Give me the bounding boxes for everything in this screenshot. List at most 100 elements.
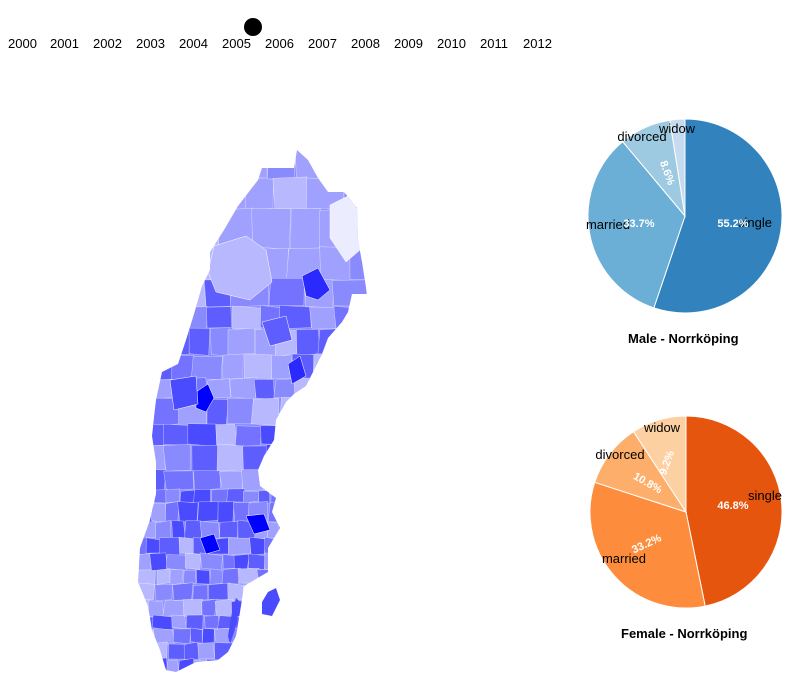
municipality[interactable]	[227, 327, 255, 356]
municipality[interactable]	[264, 657, 286, 676]
municipality[interactable]	[153, 353, 174, 381]
municipality[interactable]	[293, 582, 316, 602]
municipality[interactable]	[282, 554, 303, 571]
municipality[interactable]	[225, 660, 248, 678]
municipality[interactable]	[190, 627, 203, 644]
municipality[interactable]	[329, 615, 351, 629]
municipality[interactable]	[345, 522, 366, 540]
sweden-municipality-map[interactable]	[130, 140, 390, 680]
municipality[interactable]	[221, 567, 241, 585]
municipality[interactable]	[227, 537, 252, 556]
municipality[interactable]	[165, 554, 189, 571]
municipality[interactable]	[317, 554, 336, 571]
municipality[interactable]	[199, 552, 224, 571]
municipality[interactable]	[341, 642, 362, 660]
municipality[interactable]	[251, 208, 292, 250]
municipality[interactable]	[331, 279, 367, 307]
municipality[interactable]	[356, 327, 382, 355]
year-2004[interactable]: 2004	[179, 36, 208, 51]
municipality[interactable]	[359, 643, 378, 661]
municipality[interactable]	[338, 443, 361, 473]
municipality[interactable]	[182, 599, 203, 618]
municipality[interactable]	[330, 424, 358, 447]
municipality[interactable]	[134, 469, 167, 492]
municipality[interactable]	[325, 583, 345, 601]
municipality[interactable]	[279, 642, 295, 660]
year-2010[interactable]: 2010	[437, 36, 466, 51]
municipality[interactable]	[350, 488, 369, 505]
municipality[interactable]	[263, 471, 285, 492]
municipality[interactable]	[136, 570, 156, 585]
year-2003[interactable]: 2003	[136, 36, 165, 51]
municipality[interactable]	[324, 397, 355, 427]
municipality[interactable]	[172, 628, 192, 645]
municipality[interactable]	[347, 377, 371, 400]
municipality[interactable]	[290, 208, 322, 250]
municipality[interactable]	[365, 501, 381, 523]
municipality[interactable]	[313, 443, 342, 473]
municipality[interactable]	[134, 658, 150, 678]
municipality[interactable]	[309, 425, 332, 446]
municipality[interactable]	[287, 355, 307, 385]
municipality[interactable]	[326, 501, 343, 524]
municipality[interactable]	[135, 354, 155, 381]
municipality[interactable]	[260, 627, 282, 643]
municipality[interactable]	[154, 584, 173, 601]
year-2006[interactable]: 2006	[265, 36, 294, 51]
municipality[interactable]	[353, 396, 379, 426]
municipality[interactable]	[195, 383, 215, 413]
municipality[interactable]	[250, 397, 280, 426]
municipality[interactable]	[342, 567, 358, 584]
municipality[interactable]	[303, 489, 318, 503]
municipality[interactable]	[135, 582, 155, 601]
municipality[interactable]	[239, 676, 252, 680]
municipality[interactable]	[222, 353, 244, 380]
municipality[interactable]	[249, 536, 266, 556]
municipality[interactable]	[288, 423, 311, 447]
year-2002[interactable]: 2002	[93, 36, 122, 51]
municipality[interactable]	[366, 614, 386, 631]
year-2005[interactable]: 2005	[222, 36, 251, 51]
municipality[interactable]	[337, 537, 355, 556]
municipality[interactable]	[242, 582, 259, 602]
municipality[interactable]	[298, 599, 314, 617]
municipality[interactable]	[339, 599, 360, 617]
municipality[interactable]	[182, 569, 197, 584]
municipality[interactable]	[342, 584, 364, 602]
municipality[interactable]	[301, 658, 318, 676]
municipality[interactable]	[245, 641, 262, 660]
municipality[interactable]	[286, 600, 301, 617]
municipality[interactable]	[135, 329, 162, 356]
municipality[interactable]	[217, 676, 240, 680]
municipality[interactable]	[373, 676, 390, 680]
municipality[interactable]	[243, 353, 273, 379]
pie-slice-widow[interactable]	[632, 415, 687, 514]
municipality[interactable]	[135, 208, 176, 250]
municipality[interactable]	[204, 615, 220, 629]
municipality[interactable]	[214, 598, 233, 619]
municipality[interactable]	[134, 445, 166, 471]
municipality[interactable]	[171, 144, 213, 179]
municipality[interactable]	[340, 627, 363, 644]
municipality[interactable]	[310, 520, 327, 541]
municipality[interactable]	[332, 488, 353, 503]
municipality[interactable]	[134, 424, 166, 447]
municipality[interactable]	[171, 520, 186, 541]
municipality[interactable]	[163, 470, 194, 491]
municipality[interactable]	[333, 306, 354, 331]
municipality[interactable]	[226, 488, 246, 503]
municipality[interactable]	[226, 397, 254, 425]
municipality[interactable]	[272, 176, 309, 210]
municipality[interactable]	[373, 539, 390, 554]
municipality[interactable]	[347, 616, 367, 631]
municipality[interactable]	[188, 327, 211, 356]
municipality[interactable]	[339, 354, 368, 380]
municipality[interactable]	[134, 678, 153, 680]
municipality[interactable]	[295, 443, 315, 472]
municipality[interactable]	[268, 676, 289, 680]
municipality[interactable]	[325, 569, 345, 584]
municipality[interactable]	[296, 627, 315, 645]
municipality[interactable]	[156, 568, 171, 585]
municipality[interactable]	[361, 584, 376, 602]
municipality[interactable]	[185, 614, 204, 630]
